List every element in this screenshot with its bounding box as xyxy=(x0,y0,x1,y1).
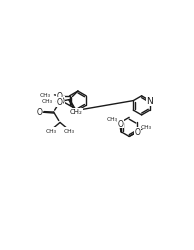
Text: CH₃: CH₃ xyxy=(63,128,74,133)
Text: CH₃: CH₃ xyxy=(46,128,57,133)
Text: O: O xyxy=(36,107,42,116)
Text: O: O xyxy=(117,120,123,128)
Text: CH₃: CH₃ xyxy=(42,99,53,104)
Text: CH₃: CH₃ xyxy=(140,124,152,130)
Text: O: O xyxy=(134,128,140,136)
Text: CH₂: CH₂ xyxy=(70,109,83,115)
Text: CH₃: CH₃ xyxy=(107,116,118,121)
Text: O: O xyxy=(57,98,63,107)
Text: O: O xyxy=(57,92,63,101)
Text: N: N xyxy=(146,97,153,106)
Text: CH₃: CH₃ xyxy=(40,92,51,97)
Text: O: O xyxy=(58,97,64,106)
